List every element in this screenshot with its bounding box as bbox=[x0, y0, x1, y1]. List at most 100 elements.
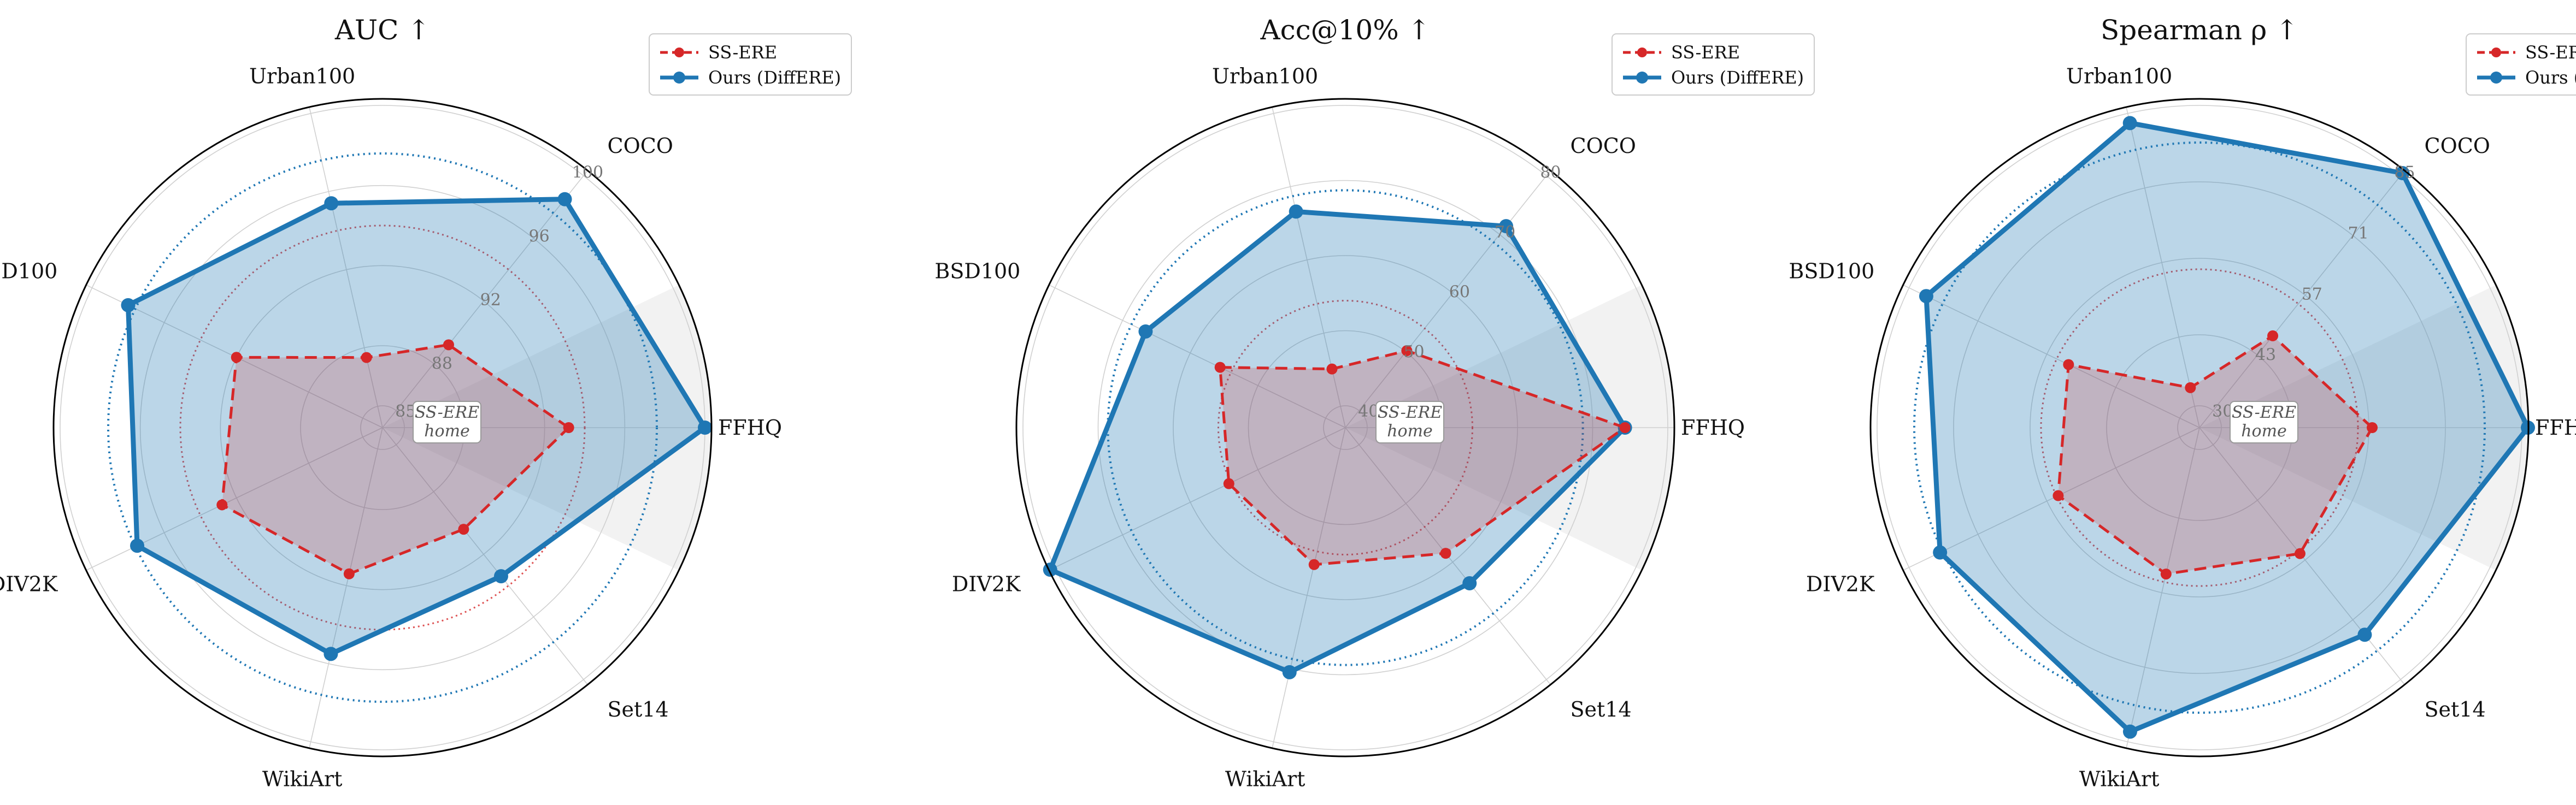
home-label: SS-ERE bbox=[415, 403, 479, 422]
ssere-point bbox=[458, 524, 469, 535]
legend-marker bbox=[2490, 72, 2502, 84]
legend-marker bbox=[1636, 72, 1648, 84]
ssere-point bbox=[443, 339, 454, 351]
ours-point bbox=[1043, 563, 1057, 577]
category-label: WikiArt bbox=[1225, 767, 1305, 791]
home-label: home bbox=[1387, 422, 1433, 441]
category-label: COCO bbox=[1571, 134, 1636, 158]
legend-marker bbox=[1637, 48, 1647, 57]
ours-area bbox=[1926, 123, 2528, 732]
grid-spoke bbox=[1903, 285, 2200, 428]
ssere-point bbox=[1326, 363, 1338, 375]
grid-spoke bbox=[1903, 427, 2200, 571]
ours-point bbox=[1138, 324, 1153, 339]
outer-frame bbox=[52, 98, 713, 757]
category-label: Urban100 bbox=[1212, 64, 1318, 88]
ssere-point bbox=[216, 499, 228, 511]
home-box bbox=[2230, 401, 2298, 443]
radial-tick-label: 30 bbox=[2212, 402, 2233, 421]
grid-spoke bbox=[2126, 106, 2200, 428]
radial-tick-label: 85 bbox=[2394, 163, 2415, 182]
ours-point bbox=[324, 647, 338, 661]
chart-title: Acc@10% ↑ bbox=[1260, 14, 1430, 46]
ssere-point bbox=[2294, 548, 2306, 559]
ours-point bbox=[1282, 665, 1297, 679]
radial-tick-label: 100 bbox=[572, 163, 603, 182]
radial-tick-label: 57 bbox=[2302, 285, 2322, 304]
ours-point bbox=[1289, 204, 1303, 219]
home-label: home bbox=[2241, 422, 2287, 441]
radial-tick-label: 88 bbox=[432, 354, 452, 374]
radial-tick-label: 96 bbox=[528, 227, 549, 246]
category-label: BSD100 bbox=[0, 259, 57, 283]
home-box bbox=[1375, 401, 1444, 443]
ssere-point bbox=[563, 422, 574, 433]
radial-tick-label: 50 bbox=[1403, 342, 1424, 362]
category-label: FFHQ bbox=[1681, 416, 1745, 440]
ssere-point bbox=[1401, 345, 1413, 357]
ours-point bbox=[1919, 289, 1933, 304]
ours-reference-ring bbox=[1913, 141, 2486, 714]
ours-point bbox=[1499, 219, 1514, 234]
radial-tick-label: 85 bbox=[395, 402, 416, 421]
category-label: COCO bbox=[2425, 134, 2490, 158]
ours-point bbox=[2395, 166, 2410, 181]
ssere-area bbox=[222, 345, 569, 574]
radial-tick-label: 80 bbox=[1540, 163, 1561, 182]
ssere-point bbox=[2063, 359, 2074, 370]
category-label: BSD100 bbox=[1789, 259, 1874, 283]
ours-reference-ring bbox=[107, 152, 658, 703]
category-label: Urban100 bbox=[249, 64, 355, 88]
legend-marker bbox=[2491, 48, 2501, 57]
radial-tick-label: 43 bbox=[2255, 346, 2276, 365]
ssere-line bbox=[1219, 349, 1627, 566]
ssere-point bbox=[1214, 362, 1226, 373]
home-label: SS-ERE bbox=[2232, 403, 2296, 422]
ours-point bbox=[1933, 545, 1948, 560]
ssere-point bbox=[1619, 422, 1631, 433]
grid-spoke bbox=[1049, 427, 1346, 571]
ours-line bbox=[126, 197, 708, 656]
radial-tick-label: 92 bbox=[480, 291, 501, 310]
ssere-point bbox=[2052, 490, 2064, 501]
category-label: COCO bbox=[608, 134, 673, 158]
ours-point bbox=[2122, 724, 2137, 739]
category-label: WikiArt bbox=[262, 767, 343, 791]
legend-label: Ours (DiffERE) bbox=[708, 67, 841, 88]
chart-title: Spearman ρ ↑ bbox=[2101, 14, 2298, 46]
category-label: DIV2K bbox=[0, 572, 58, 596]
grid-spoke bbox=[382, 170, 588, 428]
outer-frame bbox=[1869, 98, 2530, 757]
category-label: Set14 bbox=[608, 697, 669, 721]
legend-marker bbox=[673, 72, 685, 84]
radial-tick-label: 70 bbox=[1495, 223, 1515, 242]
ssere-area bbox=[2058, 335, 2372, 575]
ssere-point bbox=[361, 352, 372, 363]
home-box bbox=[413, 401, 481, 443]
grid-spoke bbox=[1049, 285, 1346, 428]
ours-point bbox=[121, 298, 136, 312]
ssere-point bbox=[2185, 382, 2196, 393]
legend-box bbox=[1612, 33, 1815, 96]
ours-area bbox=[1050, 211, 1625, 672]
ssere-area bbox=[1220, 351, 1625, 565]
radial-tick-label: 40 bbox=[1358, 402, 1379, 421]
ssere-point bbox=[2267, 330, 2279, 341]
ssere-point bbox=[2160, 569, 2172, 580]
category-label: FFHQ bbox=[718, 416, 782, 440]
ours-point bbox=[2122, 116, 2137, 131]
category-label: Urban100 bbox=[2066, 64, 2172, 88]
ours-point bbox=[1462, 576, 1477, 590]
legend-label: Ours (DiffERE) bbox=[1671, 67, 1804, 88]
category-label: DIV2K bbox=[1806, 572, 1875, 596]
ssere-point bbox=[231, 352, 242, 363]
ours-point bbox=[130, 538, 145, 553]
legend-box bbox=[649, 33, 852, 96]
category-label: Set14 bbox=[2425, 697, 2486, 721]
legend-label: SS-ERE bbox=[2525, 42, 2576, 63]
legend-label: SS-ERE bbox=[1671, 42, 1740, 63]
ssere-point bbox=[343, 568, 355, 579]
ours-point bbox=[557, 192, 572, 206]
ssere-point bbox=[1223, 478, 1234, 489]
